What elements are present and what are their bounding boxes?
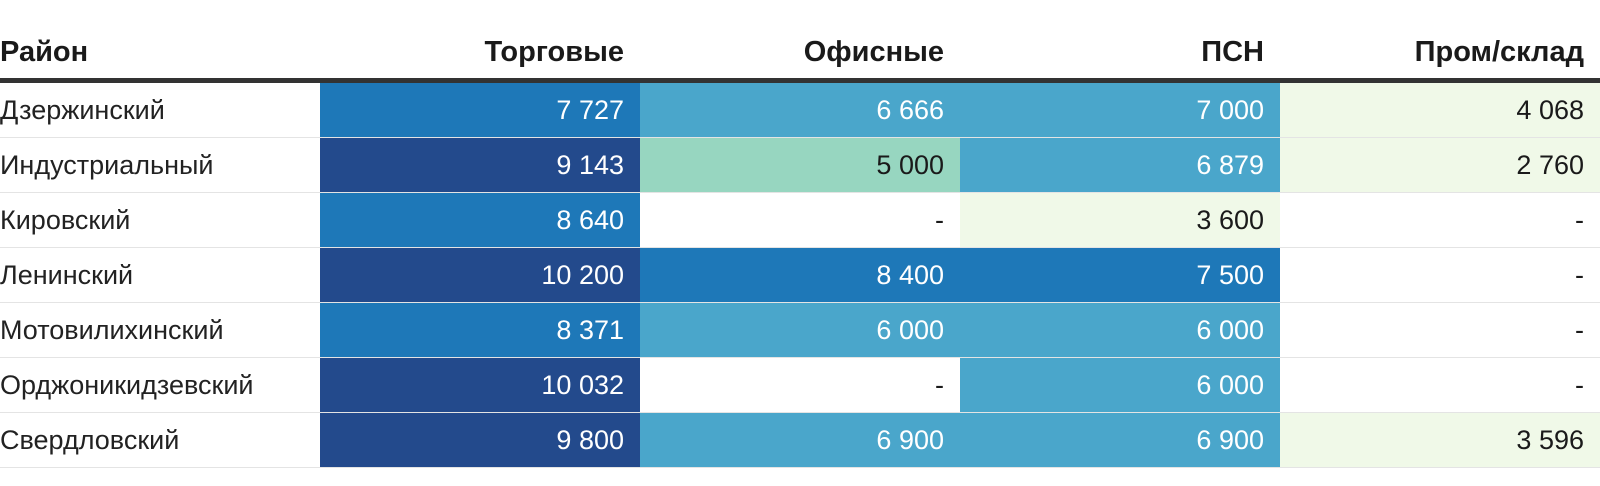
heatmap-cell: 8 640 [320, 192, 640, 248]
district-name-cell: Орджоникидзевский [0, 357, 320, 413]
heatmap-body: Дзержинский 7 727 6 666 7 000 4 068 Индустриа… [0, 80, 1600, 468]
heatmap-cell: - [640, 357, 960, 413]
heatmap-cell: 9 800 [320, 412, 640, 468]
heatmap-cell: 3 596 [1280, 412, 1600, 468]
table-row: Мотовилихинский 8 371 6 000 6 000- [0, 302, 1600, 358]
heatmap-cell: - [1280, 192, 1600, 248]
heatmap-cell: - [1280, 357, 1600, 413]
heatmap-cell: 6 900 [640, 412, 960, 468]
heatmap-cell: 7 500 [960, 247, 1280, 303]
heatmap-cell: 6 879 [960, 137, 1280, 193]
heatmap-cell: 7 727 [320, 80, 640, 138]
heatmap-cell: 6 900 [960, 412, 1280, 468]
table-row: Дзержинский 7 727 6 666 7 000 4 068 [0, 80, 1600, 138]
header-row: Район Торговые Офисные ПСН Пром/склад [0, 26, 1600, 83]
heatmap-cell: 7 000 [960, 80, 1280, 138]
heatmap-cell: 9 143 [320, 137, 640, 193]
column-header-industrial-warehouse: Пром/склад [1280, 26, 1600, 83]
heatmap-cell: 8 400 [640, 247, 960, 303]
column-header-retail: Торговые [320, 26, 640, 83]
heatmap-cell: 6 000 [960, 302, 1280, 358]
heatmap-cell: 6 666 [640, 80, 960, 138]
heatmap-cell: 8 371 [320, 302, 640, 358]
heatmap-cell: 6 000 [640, 302, 960, 358]
heatmap-cell: 10 032 [320, 357, 640, 413]
table-row: Свердловский 9 800 6 900 6 900 3 596 [0, 412, 1600, 468]
heatmap-cell: 6 000 [960, 357, 1280, 413]
heatmap-cell: 2 760 [1280, 137, 1600, 193]
table-row: Орджоникидзевский 10 032-6 000- [0, 357, 1600, 413]
district-name-cell: Кировский [0, 192, 320, 248]
district-name-cell: Дзержинский [0, 80, 320, 138]
district-name-cell: Индустриальный [0, 137, 320, 193]
heatmap-cell: 5 000 [640, 137, 960, 193]
district-name-cell: Свердловский [0, 412, 320, 468]
district-name-cell: Ленинский [0, 247, 320, 303]
district-name-cell: Мотовилихинский [0, 302, 320, 358]
heatmap-cell: 10 200 [320, 247, 640, 303]
table-row: Кировский 8 640-3 600- [0, 192, 1600, 248]
table-row: Индустриальный 9 143 5 000 6 879 2 760 [0, 137, 1600, 193]
column-header-psn: ПСН [960, 26, 1280, 83]
heatmap-cell: - [1280, 302, 1600, 358]
heatmap-cell: 4 068 [1280, 80, 1600, 138]
heatmap-cell: 3 600 [960, 192, 1280, 248]
table-row: Ленинский 10 200 8 400 7 500- [0, 247, 1600, 303]
heatmap-cell: - [1280, 247, 1600, 303]
heatmap-table: Район Торговые Офисные ПСН Пром/склад Дз… [0, 26, 1600, 468]
column-header-district: Район [0, 26, 320, 83]
column-header-office: Офисные [640, 26, 960, 83]
heatmap-cell: - [640, 192, 960, 248]
